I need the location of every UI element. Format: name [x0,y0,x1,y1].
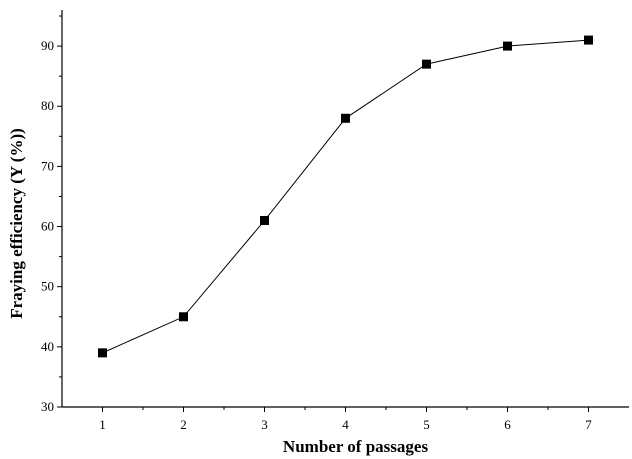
data-point-7 [584,35,593,45]
series [98,35,593,358]
y-tick-label-70: 70 [41,158,54,173]
x-axis-title: Number of passages [283,437,429,456]
y-tick-label-90: 90 [41,38,54,53]
series-line [102,39,589,354]
data-point-6 [503,41,512,51]
y-tick-label-30: 30 [41,399,54,414]
x-tick-label-3: 3 [261,417,268,432]
y-axis-title: Fraying efficiency (Y (%)) [7,128,26,319]
x-tick-label-1: 1 [99,417,106,432]
data-point-3 [260,216,269,226]
x-tick-label-2: 2 [180,417,187,432]
x-tick-label-4: 4 [342,417,349,432]
x-tick-label-7: 7 [585,417,592,432]
x-tick-label-6: 6 [504,417,511,432]
y-tick-label-50: 50 [41,279,54,294]
y-tick-label-80: 80 [41,98,54,113]
x-tick-label-5: 5 [423,417,430,432]
data-point-2 [179,312,188,322]
data-point-1 [98,348,107,358]
y-tick-label-40: 40 [41,339,54,354]
y-ticks: 30 40 50 60 70 80 90 [41,15,62,414]
data-point-4 [341,113,350,123]
y-tick-label-60: 60 [41,219,54,234]
x-ticks: 1 2 3 4 5 6 7 [99,407,592,432]
data-point-5 [422,59,431,69]
axes [61,10,629,408]
